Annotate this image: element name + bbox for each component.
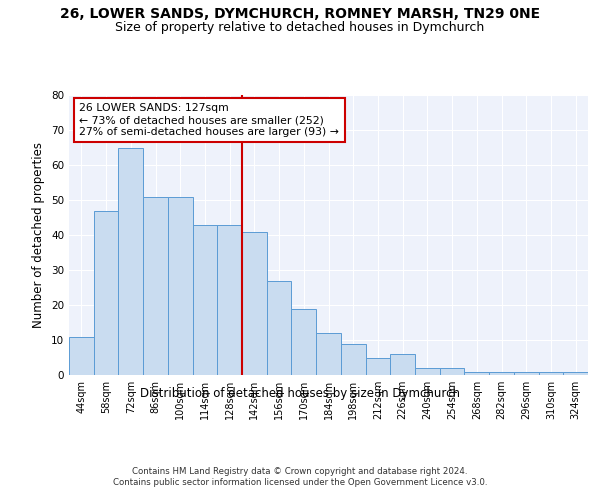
Text: Distribution of detached houses by size in Dymchurch: Distribution of detached houses by size … [140, 388, 460, 400]
Bar [118, 148, 143, 375]
Bar [267, 280, 292, 375]
Bar [143, 196, 168, 375]
Bar [440, 368, 464, 375]
Bar [390, 354, 415, 375]
Y-axis label: Number of detached properties: Number of detached properties [32, 142, 46, 328]
Bar [489, 372, 514, 375]
Bar [217, 224, 242, 375]
Bar [292, 308, 316, 375]
Bar [514, 372, 539, 375]
Bar [341, 344, 365, 375]
Bar [168, 196, 193, 375]
Bar [539, 372, 563, 375]
Bar [563, 372, 588, 375]
Text: Size of property relative to detached houses in Dymchurch: Size of property relative to detached ho… [115, 21, 485, 34]
Bar [365, 358, 390, 375]
Bar [193, 224, 217, 375]
Bar [415, 368, 440, 375]
Bar [242, 232, 267, 375]
Text: Contains HM Land Registry data © Crown copyright and database right 2024.
Contai: Contains HM Land Registry data © Crown c… [113, 468, 487, 487]
Text: 26, LOWER SANDS, DYMCHURCH, ROMNEY MARSH, TN29 0NE: 26, LOWER SANDS, DYMCHURCH, ROMNEY MARSH… [60, 8, 540, 22]
Bar [464, 372, 489, 375]
Bar [94, 210, 118, 375]
Bar [316, 333, 341, 375]
Bar [69, 336, 94, 375]
Text: 26 LOWER SANDS: 127sqm
← 73% of detached houses are smaller (252)
27% of semi-de: 26 LOWER SANDS: 127sqm ← 73% of detached… [79, 104, 339, 136]
